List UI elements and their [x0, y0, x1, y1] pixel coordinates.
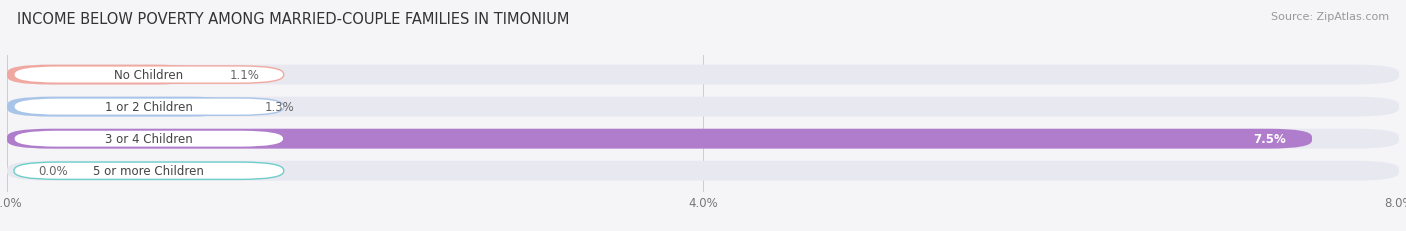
FancyBboxPatch shape — [14, 162, 284, 179]
FancyBboxPatch shape — [7, 161, 1399, 181]
FancyBboxPatch shape — [7, 97, 1399, 117]
Text: INCOME BELOW POVERTY AMONG MARRIED-COUPLE FAMILIES IN TIMONIUM: INCOME BELOW POVERTY AMONG MARRIED-COUPL… — [17, 12, 569, 27]
Text: 1.1%: 1.1% — [229, 69, 260, 82]
Text: 1 or 2 Children: 1 or 2 Children — [105, 101, 193, 114]
FancyBboxPatch shape — [14, 99, 284, 116]
FancyBboxPatch shape — [7, 65, 1399, 85]
FancyBboxPatch shape — [14, 67, 284, 84]
Text: Source: ZipAtlas.com: Source: ZipAtlas.com — [1271, 12, 1389, 21]
FancyBboxPatch shape — [7, 129, 1399, 149]
Text: 7.5%: 7.5% — [1253, 133, 1286, 146]
Text: No Children: No Children — [114, 69, 183, 82]
FancyBboxPatch shape — [7, 97, 233, 117]
FancyBboxPatch shape — [14, 131, 284, 148]
FancyBboxPatch shape — [7, 129, 1312, 149]
Text: 0.0%: 0.0% — [38, 164, 67, 177]
Text: 5 or more Children: 5 or more Children — [93, 164, 204, 177]
Text: 3 or 4 Children: 3 or 4 Children — [105, 133, 193, 146]
Text: 1.3%: 1.3% — [264, 101, 294, 114]
FancyBboxPatch shape — [7, 65, 198, 85]
